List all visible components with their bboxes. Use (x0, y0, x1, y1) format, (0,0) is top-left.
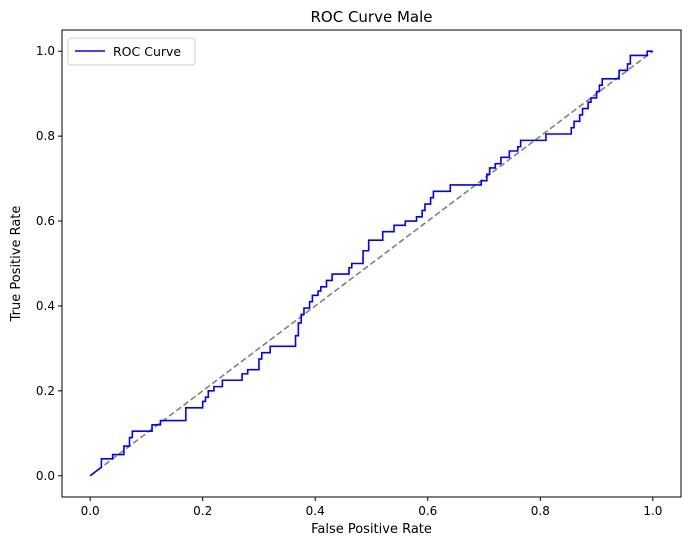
legend-label-roc-curve: ROC Curve (113, 44, 181, 59)
roc-curve-line (89, 50, 653, 477)
plot-area-frame (61, 29, 682, 498)
y-tick-label: 0.0 (36, 469, 55, 483)
x-axis-label: False Positive Rate (311, 522, 432, 537)
chart-title: ROC Curve Male (310, 8, 432, 26)
y-tick-label: 0.4 (36, 299, 55, 313)
x-tick-label: 0.0 (81, 504, 100, 518)
x-tick-label: 0.6 (418, 504, 437, 518)
y-axis-label: True Positive Rate (9, 206, 24, 323)
y-tick-label: 0.6 (36, 214, 55, 228)
y-tick-label: 1.0 (36, 44, 55, 58)
x-tick-label: 0.8 (531, 504, 550, 518)
random-classifier-diagonal (89, 50, 654, 477)
legend-box (67, 37, 196, 66)
x-tick-label: 0.4 (306, 504, 325, 518)
x-tick-label: 0.2 (193, 504, 212, 518)
y-tick-label: 0.8 (36, 129, 55, 143)
x-tick-label: 1.0 (643, 504, 662, 518)
y-tick-label: 0.2 (36, 384, 55, 398)
legend: ROC Curve (67, 37, 196, 66)
